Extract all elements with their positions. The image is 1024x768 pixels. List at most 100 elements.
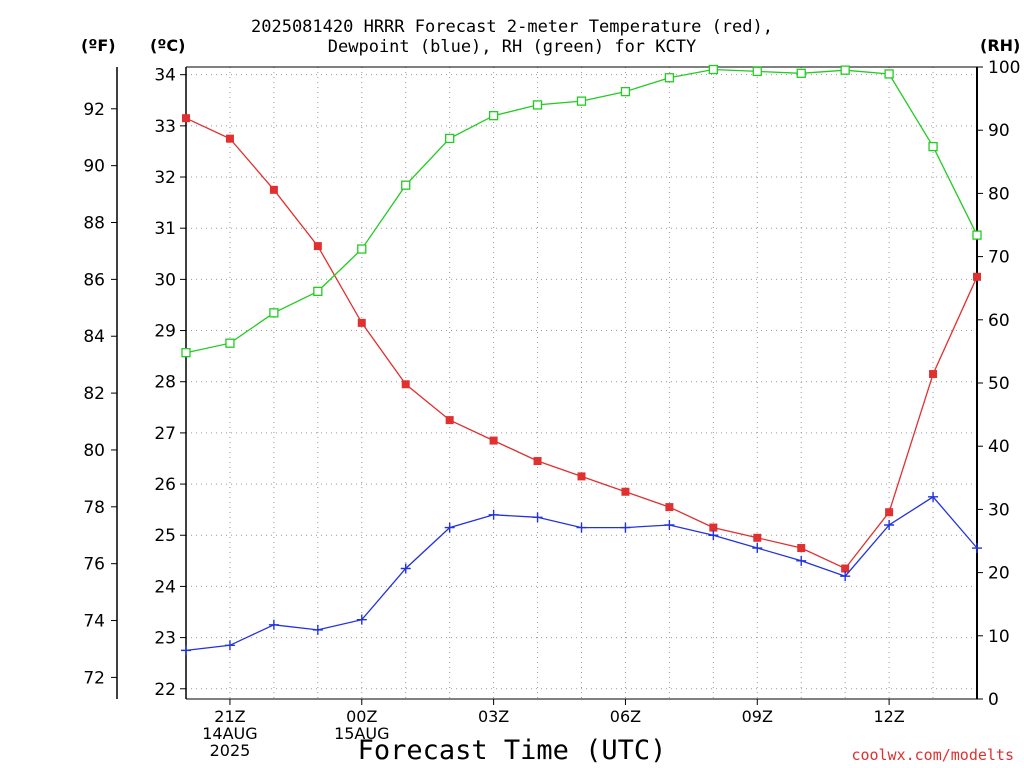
fahrenheit-tick-label: 78 — [83, 498, 105, 518]
dewpoint-point — [796, 555, 807, 566]
rh-point — [972, 230, 982, 240]
chart-title-line-1: 2025081420 HRRR Forecast 2-meter Tempera… — [251, 17, 773, 37]
dewpoint-point — [884, 520, 895, 531]
temperature-point — [225, 134, 234, 143]
celsius-axis-label: (ºC) — [150, 36, 186, 55]
temperature-point — [577, 472, 586, 481]
x-tick-label: 12Z — [873, 707, 904, 726]
rh-point — [664, 73, 675, 83]
temperature-line — [185, 117, 978, 570]
rh-point — [928, 141, 938, 152]
dewpoint-point — [928, 491, 939, 502]
x-tick-label: 14AUG — [202, 724, 257, 743]
rh-tick-label: 40 — [988, 437, 1010, 457]
dewpoint-point — [444, 522, 455, 533]
dewpoint-point — [972, 543, 982, 554]
temperature-point — [489, 436, 498, 445]
x-tick-label: 06Z — [610, 707, 641, 726]
rh-point — [313, 286, 323, 297]
credit-text: coolwx.com/modelts — [851, 746, 1014, 764]
fahrenheit-tick-label: 80 — [83, 441, 105, 461]
dewpoint-point — [400, 563, 411, 574]
rh-tick-label: 0 — [988, 690, 999, 710]
fahrenheit-tick-label: 92 — [83, 100, 105, 120]
rh-tick-label: 60 — [988, 311, 1010, 331]
fahrenheit-tick-label: 72 — [83, 668, 105, 688]
temperature-point — [313, 242, 322, 251]
rh-tick-label: 70 — [988, 248, 1010, 268]
dewpoint-point — [312, 624, 323, 635]
fahrenheit-axis-label: (ºF) — [81, 36, 116, 55]
rh-point — [796, 68, 806, 78]
celsius-tick-label: 34 — [154, 66, 176, 86]
celsius-tick-label: 26 — [154, 475, 176, 495]
dewpoint-point — [224, 640, 235, 651]
dewpoint-point — [488, 509, 499, 520]
dewpoint-point — [620, 522, 631, 533]
x-tick-label: 00Z — [346, 707, 377, 726]
x-tick-label: 03Z — [478, 707, 509, 726]
rh-point — [532, 100, 543, 110]
celsius-tick-label: 24 — [154, 577, 176, 597]
dewpoint-point — [840, 571, 851, 582]
fahrenheit-tick-label: 88 — [83, 214, 105, 234]
celsius-tick-label: 30 — [154, 270, 176, 290]
celsius-tick-label: 28 — [154, 373, 176, 393]
celsius-tick-label: 31 — [154, 219, 176, 239]
rh-point — [576, 96, 587, 106]
fahrenheit-tick-label: 82 — [83, 384, 105, 404]
temperature-point — [665, 503, 674, 512]
celsius-tick-label: 27 — [154, 424, 176, 444]
celsius-tick-label: 25 — [154, 526, 176, 546]
celsius-tick-label: 32 — [154, 168, 176, 188]
x-tick-label: 15AUG — [334, 724, 389, 743]
celsius-tick-label: 29 — [154, 322, 176, 342]
fahrenheit-tick-label: 74 — [83, 612, 105, 632]
celsius-tick-label: 23 — [154, 629, 176, 649]
rh-point — [357, 244, 367, 254]
dewpoint-point — [356, 614, 367, 625]
rh-axis-label: (RH) — [980, 36, 1021, 55]
rh-tick-label: 80 — [988, 184, 1010, 204]
temperature-point — [797, 544, 806, 553]
x-tick-label: 21Z — [214, 707, 245, 726]
temperature-point — [182, 114, 190, 123]
dewpoint-point — [532, 512, 543, 523]
rh-point — [269, 308, 279, 318]
temperature-point — [753, 533, 762, 542]
dewpoint-point — [181, 645, 191, 656]
rh-point — [488, 111, 499, 121]
temperature-point — [841, 564, 850, 573]
dewpoint-point — [268, 619, 279, 630]
fahrenheit-tick-label: 86 — [83, 270, 105, 290]
rh-point — [445, 133, 455, 144]
rh-point — [225, 338, 235, 348]
dewpoint-point — [708, 530, 719, 541]
rh-point — [708, 64, 718, 75]
x-tick-label: 2025 — [210, 741, 251, 760]
dewpoint-point — [664, 520, 675, 531]
temperature-point — [269, 185, 278, 194]
fahrenheit-tick-label: 90 — [83, 157, 105, 177]
temperature-point — [885, 508, 894, 517]
rh-tick-label: 30 — [988, 500, 1010, 520]
celsius-tick-label: 33 — [154, 117, 176, 137]
celsius-tick-label: 22 — [154, 680, 176, 700]
fahrenheit-tick-label: 84 — [83, 327, 105, 347]
temperature-point — [445, 416, 454, 425]
rh-tick-label: 10 — [988, 627, 1010, 647]
x-tick-label: 09Z — [742, 707, 773, 726]
rh-line — [185, 68, 978, 354]
rh-tick-label: 100 — [988, 58, 1020, 78]
dewpoint-point — [576, 522, 587, 533]
x-axis-label: Forecast Time (UTC) — [357, 735, 667, 766]
temperature-point — [709, 523, 718, 532]
rh-point — [181, 348, 191, 358]
chart-title-line-2: Dewpoint (blue), RH (green) for KCTY — [327, 37, 697, 57]
rh-tick-label: 90 — [988, 121, 1010, 141]
temperature-point — [533, 457, 542, 466]
temperature-point — [357, 318, 366, 327]
rh-point — [752, 66, 762, 77]
temperature-point — [621, 487, 630, 496]
